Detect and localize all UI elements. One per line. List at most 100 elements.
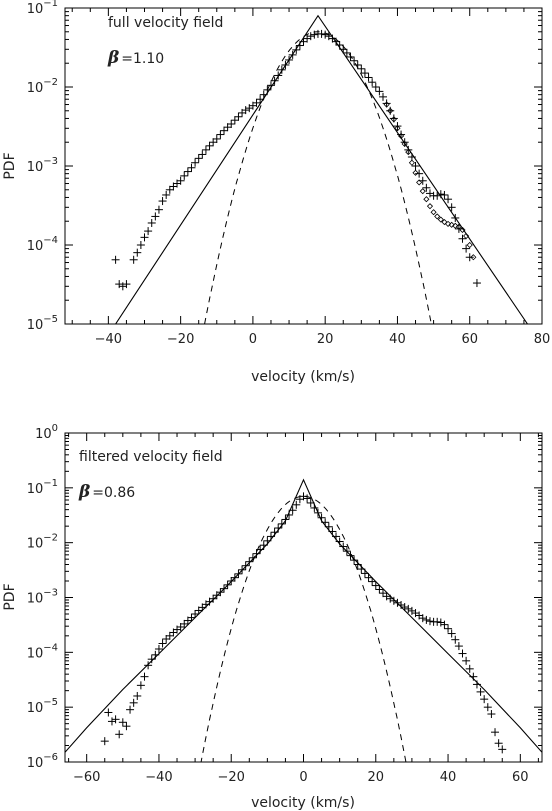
data-point-plus [389, 114, 398, 123]
data-point-plus [216, 130, 225, 139]
data-point-plus [187, 163, 196, 172]
data-point-diamond [444, 220, 452, 227]
data-point-plus [223, 123, 232, 132]
data-point-plus [436, 190, 445, 199]
data-point-plus [241, 561, 250, 570]
data-point-plus [321, 30, 330, 39]
data-point-diamond [405, 149, 412, 156]
data-point-plus [494, 739, 503, 748]
x-tick-label: −40 [95, 332, 122, 347]
data-point-diamond [408, 159, 415, 166]
data-point-plus [498, 745, 507, 754]
data-point-plus [209, 138, 218, 147]
data-point-plus [335, 41, 344, 50]
data-point-plus [158, 197, 167, 206]
y-tick-label: 10−1 [27, 0, 58, 17]
data-point-plus [400, 138, 409, 147]
y-tick-label: 10−5 [27, 314, 58, 333]
data-point-plus [433, 617, 442, 626]
data-point-plus [122, 722, 131, 731]
data-point-plus [277, 65, 286, 74]
data-point-plus [104, 708, 113, 717]
bottom-ylabel: PDF [2, 583, 18, 610]
data-point-plus [238, 565, 247, 574]
data-point-plus [220, 584, 228, 593]
data-point-diamond [463, 232, 470, 240]
data-point-plus [397, 130, 406, 139]
data-point-plus [440, 190, 449, 199]
bottom-points [100, 492, 507, 754]
data-point-plus [444, 624, 453, 633]
data-point-plus [281, 515, 290, 524]
bottom-beta: β =0.86 [78, 482, 135, 502]
data-point-plus [234, 569, 243, 578]
data-point-plus [462, 656, 471, 665]
data-point-plus [245, 557, 254, 566]
data-point-plus [107, 717, 116, 726]
data-point-plus [162, 190, 171, 199]
data-point-plus [310, 30, 319, 39]
data-point-plus [122, 280, 131, 289]
data-point-plus [451, 635, 460, 644]
data-point-plus [458, 649, 467, 658]
data-point-plus [465, 664, 474, 673]
data-point-plus [292, 500, 301, 509]
data-point-plus [144, 661, 153, 670]
data-point-plus [480, 695, 489, 704]
x-tick-label: 40 [389, 332, 406, 347]
data-point-plus [462, 244, 471, 253]
data-point-plus [472, 279, 481, 288]
data-point-plus [165, 185, 174, 194]
data-point-diamond [387, 107, 394, 114]
data-point-plus [285, 510, 294, 519]
data-point-plus [154, 205, 163, 214]
data-point-plus [227, 576, 236, 585]
data-point-plus [256, 95, 265, 104]
data-point-plus [299, 492, 308, 501]
data-point-plus [223, 580, 232, 589]
data-point-plus [263, 536, 272, 545]
data-point-plus [407, 606, 416, 615]
data-point-plus [353, 60, 362, 69]
y-tick-label: 10−3 [27, 156, 58, 175]
top-ticks: −40 −20 0 20 40 60 80 10−5 10−4 10−3 10−2 10−1 [27, 0, 551, 347]
data-point-plus [270, 76, 279, 85]
data-point-plus [180, 171, 189, 180]
data-point-plus [346, 52, 355, 61]
data-point-plus [440, 620, 449, 629]
data-point-plus [209, 594, 218, 603]
data-point-plus [252, 549, 261, 558]
data-point-plus [133, 248, 142, 257]
data-point-plus [187, 613, 196, 622]
data-point-plus [158, 639, 167, 648]
data-point-plus [230, 116, 239, 125]
data-point-plus [411, 162, 420, 170]
data-point-plus [274, 71, 283, 80]
data-point-plus [418, 614, 427, 623]
data-point-plus [303, 494, 312, 503]
x-tick-label: 0 [249, 332, 257, 347]
data-point-plus [136, 681, 145, 690]
top-beta: β =1.10 [107, 48, 164, 68]
data-point-diamond [430, 209, 437, 216]
data-point-plus [248, 553, 257, 562]
data-point-plus [118, 718, 127, 727]
data-point-plus [379, 92, 387, 101]
data-point-plus [129, 255, 138, 264]
y-tick-label: 10−2 [27, 533, 58, 552]
data-point-plus [404, 604, 413, 613]
data-point-diamond [441, 219, 448, 226]
data-point-plus [201, 145, 210, 154]
data-point-plus [382, 99, 391, 108]
bottom-plot-frame [64, 432, 543, 763]
data-point-plus [339, 542, 348, 551]
x-tick-label: 80 [534, 332, 551, 347]
data-point-plus [371, 83, 380, 91]
data-point-plus [313, 508, 322, 517]
data-point-plus [436, 618, 445, 627]
data-point-plus [151, 212, 160, 221]
data-point-diamond [426, 203, 434, 210]
data-point-diamond [437, 216, 444, 223]
data-point-plus [483, 703, 492, 712]
data-point-plus [350, 56, 359, 65]
